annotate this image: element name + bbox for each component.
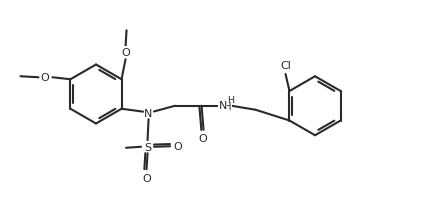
Text: Cl: Cl [280, 61, 291, 71]
Text: O: O [142, 173, 151, 183]
Text: O: O [174, 142, 182, 152]
Text: N: N [218, 101, 227, 111]
Text: O: O [121, 48, 130, 58]
Text: S: S [144, 142, 151, 152]
Text: H: H [224, 101, 232, 111]
Text: O: O [198, 134, 207, 144]
Text: H: H [227, 96, 234, 105]
Text: O: O [40, 73, 49, 83]
Text: N: N [144, 108, 153, 118]
